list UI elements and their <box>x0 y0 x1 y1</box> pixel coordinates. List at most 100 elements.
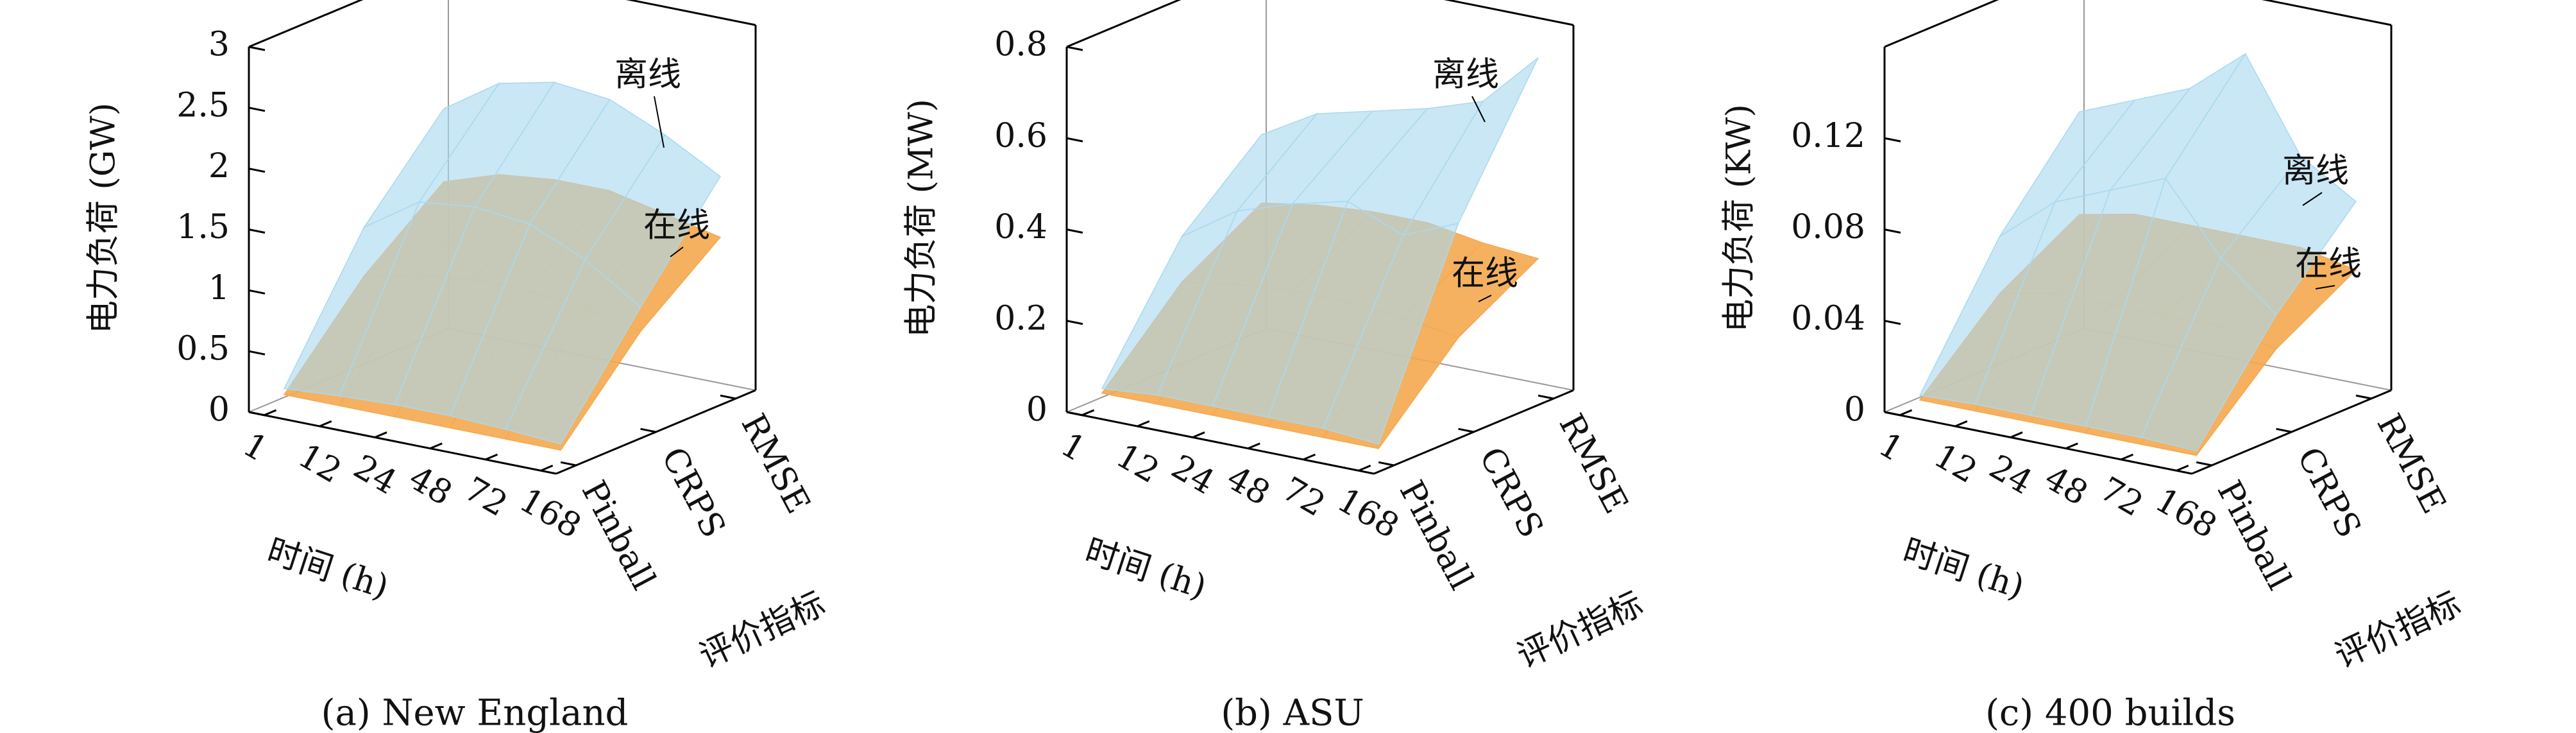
z-tick <box>1884 137 1901 142</box>
annotation-leader <box>2315 285 2335 289</box>
y-tick-label: Pinball <box>574 474 663 596</box>
series-label: 离线 <box>614 56 681 94</box>
z-tick-label: 2 <box>208 147 230 185</box>
x-tick <box>1137 420 1150 427</box>
axis-line <box>2261 0 2392 26</box>
x-tick <box>1303 453 1316 461</box>
x-tick-label: 48 <box>1220 459 1276 513</box>
surface-patch <box>1322 223 1459 445</box>
x-axis-label: 时间 (h) <box>262 531 393 607</box>
z-tick-label: 0 <box>1026 391 1047 429</box>
x-axis-label: 时间 (h) <box>1080 531 1211 607</box>
z-tick <box>248 350 266 356</box>
axis-line <box>1066 411 1375 475</box>
x-tick-label: 1 <box>1055 426 1092 470</box>
x-tick-label: 1 <box>1872 426 1910 470</box>
y-tick-label: Pinball <box>1392 474 1481 596</box>
x-tick <box>319 420 332 427</box>
z-tick <box>248 289 266 295</box>
x-tick <box>485 453 498 461</box>
y-tick <box>2196 461 2212 467</box>
z-tick-label: 3 <box>208 26 230 64</box>
x-tick-label: 12 <box>1928 436 1983 491</box>
z-tick <box>1066 46 1083 51</box>
z-axis-label: 电力负荷 (MW) <box>902 99 941 338</box>
annotation-leader <box>1471 96 1486 123</box>
x-tick <box>1954 420 1968 427</box>
surface-patch <box>2140 257 2277 452</box>
z-tick <box>248 411 266 417</box>
z-tick-label: 0.08 <box>1791 208 1865 246</box>
series-label: 在线 <box>1452 255 1518 293</box>
x-tick <box>2176 465 2189 472</box>
series-label: 在线 <box>2295 245 2362 284</box>
x-tick-label: 72 <box>2094 470 2149 524</box>
x-tick-label: 12 <box>292 436 348 491</box>
axis-line <box>1443 0 1574 26</box>
z-tick-label: 1.5 <box>176 208 230 246</box>
x-tick <box>430 442 443 450</box>
axis-line <box>1884 0 1999 48</box>
x-tick-label: 72 <box>458 470 514 524</box>
z-tick-label: 0 <box>1844 391 1865 429</box>
x-tick-label: 72 <box>1276 470 1332 524</box>
z-tick-label: 2.5 <box>176 86 230 125</box>
annotation-leader <box>654 96 665 148</box>
x-tick <box>1248 442 1260 450</box>
y-axis-label: 评价指标 <box>694 585 831 676</box>
z-tick <box>248 168 266 173</box>
y-tick <box>560 461 577 467</box>
z-tick-label: 0.4 <box>994 208 1047 246</box>
z-tick-label: 0 <box>208 391 230 429</box>
z-tick <box>1066 137 1083 142</box>
z-tick-label: 0.04 <box>1791 299 1865 338</box>
y-tick <box>2276 427 2292 433</box>
z-axis-label: 电力负荷 (GW) <box>85 103 123 334</box>
y-tick-label: RMSE <box>2369 408 2453 520</box>
x-axis-label: 时间 (h) <box>1898 531 2029 607</box>
x-tick <box>2065 442 2078 450</box>
z-axis-label: 电力负荷 (KW) <box>1720 104 1759 332</box>
z-tick <box>1884 411 1901 417</box>
z-tick <box>248 46 266 51</box>
z-tick <box>248 229 266 234</box>
axis-line <box>1066 0 1182 48</box>
y-tick <box>1458 427 1474 433</box>
x-tick <box>2010 431 2023 438</box>
x-tick-label: 24 <box>1983 447 2038 502</box>
axis-line <box>625 0 756 26</box>
z-tick-label: 0.5 <box>176 330 230 368</box>
y-tick-label: RMSE <box>1552 408 1636 520</box>
annotation-leader <box>2302 192 2323 206</box>
caption: (b) ASU <box>1221 693 1364 733</box>
annotation-leader <box>1478 295 1492 302</box>
y-tick-label: CRPS <box>1471 441 1550 544</box>
z-tick-label: 0.2 <box>994 299 1047 338</box>
x-tick <box>1081 409 1095 417</box>
x-tick <box>264 409 277 417</box>
series-label: 在线 <box>643 207 710 245</box>
axis-line <box>248 411 557 475</box>
y-tick <box>720 394 736 400</box>
x-tick <box>1192 431 1205 438</box>
z-tick <box>1884 320 1901 325</box>
z-tick-label: 0.8 <box>994 26 1047 64</box>
y-tick <box>640 427 656 433</box>
caption: (a) New England <box>321 693 629 733</box>
z-tick-label: 0.12 <box>1791 117 1865 155</box>
x-tick-label: 48 <box>2038 459 2094 513</box>
axis-line <box>1884 411 2192 475</box>
y-axis-label: 评价指标 <box>1512 585 1649 676</box>
y-tick-label: Pinball <box>2210 474 2299 596</box>
x-tick-label: 1 <box>237 426 275 470</box>
x-tick <box>1899 409 1913 417</box>
x-tick-label: 24 <box>1165 447 1221 502</box>
z-tick <box>1884 229 1901 234</box>
annotation-leader <box>670 246 684 257</box>
series-label: 离线 <box>2282 152 2349 191</box>
x-tick <box>374 431 387 438</box>
